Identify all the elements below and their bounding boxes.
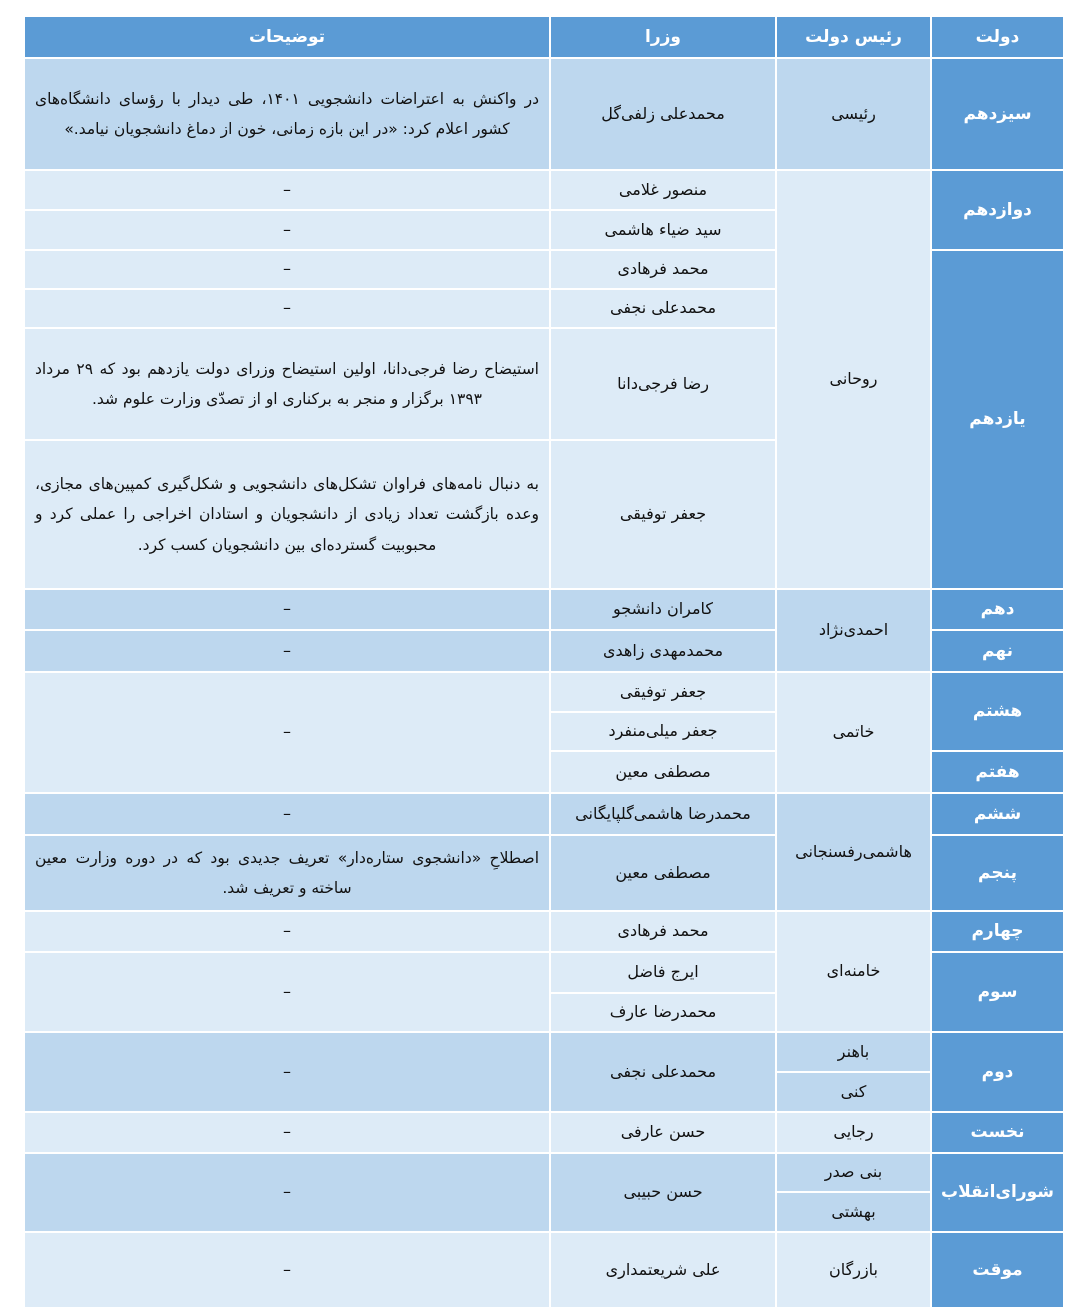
ministers-table: دولت رئیس دولت وزرا توضیحات سیزدهم دوازد… [25,17,1063,1307]
president-cell: بهشتی [777,1193,930,1231]
minister-cell: منصور غلامی [551,171,775,209]
notes-cell: – [25,1233,549,1307]
minister-cell: محمدمهدی زاهدی [551,631,775,671]
header-government: دولت [932,17,1063,57]
government-cell: یازدهم [932,251,1063,588]
president-cell: بنی صدر [777,1154,930,1191]
minister-cell: محمدعلی نجفی [551,1033,775,1111]
notes-text: به دنبال نامه‌های فراوان تشکل‌های دانشجو… [35,475,539,554]
minister-cell: حسن عارفی [551,1113,775,1152]
government-cell: دهم [932,590,1063,629]
notes-cell: – [25,171,549,209]
notes-cell: – [25,953,549,1031]
header-ministers: وزرا [551,17,775,57]
header-notes: توضیحات [25,17,549,57]
president-cell: خاتمی [777,673,930,792]
government-cell: ششم [932,794,1063,834]
minister-cell: محمدرضا هاشمی‌گلپایگانی [551,794,775,834]
government-cell: دوم [932,1033,1063,1111]
notes-cell: در واکنش به اعتراضات دانشجویی ۱۴۰۱، طی د… [25,59,549,169]
notes-cell: – [25,912,549,951]
minister-cell: محمد فرهادی [551,912,775,951]
minister-cell: محمدعلی زلفی‌گل [551,59,775,169]
minister-cell: محمدرضا عارف [551,994,775,1031]
notes-text: اصطلاحِ «دانشجوی ستاره‌دار» تعریف جدیدی … [35,848,539,897]
notes-cell: استیضاح رضا فرجی‌دانا، اولین استیضاح وزر… [25,329,549,439]
president-cell: بازرگان [777,1233,930,1307]
minister-cell: سید ضیاء هاشمی [551,211,775,249]
notes-cell: – [25,631,549,671]
notes-cell: – [25,290,549,327]
president-cell: باهنر [777,1033,930,1071]
notes-cell: – [25,590,549,629]
government-cell: پنجم [932,836,1063,910]
government-cell: سیزدهم [932,59,1063,169]
notes-cell: – [25,1113,549,1152]
minister-cell: مصطفی معین [551,752,775,792]
government-cell: هفتم [932,752,1063,792]
notes-cell: – [25,1033,549,1111]
president-cell: رئیسی [777,59,930,169]
minister-cell: ایرج فاضل [551,953,775,992]
minister-cell: محمد فرهادی [551,251,775,288]
government-cell: شورای‌انقلاب [932,1154,1063,1231]
notes-cell: – [25,1154,549,1231]
notes-text: استیضاح رضا فرجی‌دانا، اولین استیضاح وزر… [35,359,539,408]
president-cell: خامنه‌ای [777,912,930,1031]
notes-cell: – [25,211,549,249]
government-cell: چهارم [932,912,1063,951]
government-cell: موقت [932,1233,1063,1307]
minister-cell: محمدعلی نجفی [551,290,775,327]
minister-cell: مصطفی معین [551,836,775,910]
minister-cell: جعفر میلی‌منفرد [551,713,775,750]
president-cell: هاشمی‌رفسنجانی [777,794,930,910]
notes-cell: به دنبال نامه‌های فراوان تشکل‌های دانشجو… [25,441,549,588]
notes-cell: – [25,794,549,834]
minister-cell: علی شریعتمداری [551,1233,775,1307]
president-cell: رجایی [777,1113,930,1152]
minister-cell: رضا فرجی‌دانا [551,329,775,439]
government-cell: سوم [932,953,1063,1031]
government-cell: نخست [932,1113,1063,1152]
government-cell: نهم [932,631,1063,671]
notes-text: در واکنش به اعتراضات دانشجویی ۱۴۰۱، طی د… [35,89,539,138]
government-cell: هشتم [932,673,1063,750]
government-cell: دوازدهم [932,171,1063,249]
notes-cell: اصطلاحِ «دانشجوی ستاره‌دار» تعریف جدیدی … [25,836,549,910]
minister-cell: جعفر توفیقی [551,673,775,711]
notes-cell: – [25,673,549,792]
president-cell: احمدی‌نژاد [777,590,930,671]
minister-cell: حسن حبیبی [551,1154,775,1231]
minister-cell: کامران دانشجو [551,590,775,629]
notes-cell: – [25,251,549,288]
header-president: رئیس دولت [777,17,930,57]
president-cell: روحانی [777,171,930,588]
president-cell: کنی [777,1073,930,1111]
minister-cell: جعفر توفیقی [551,441,775,588]
